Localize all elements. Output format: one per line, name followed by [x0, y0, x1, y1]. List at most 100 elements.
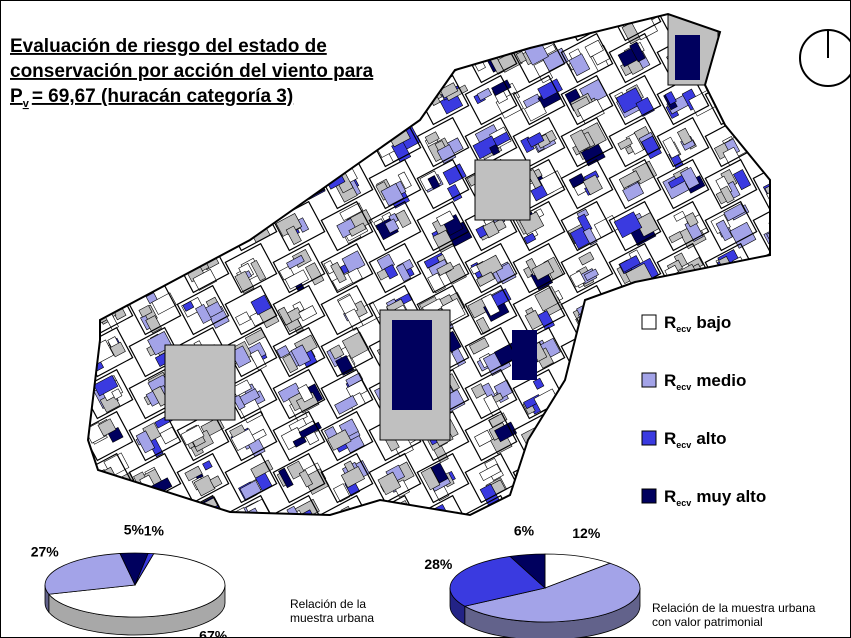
parcel [763, 229, 770, 245]
pie-label: 6% [514, 523, 535, 539]
plaza [474, 159, 531, 221]
block-outline [608, 32, 662, 84]
block-outline [560, 200, 614, 252]
parcel [292, 435, 307, 448]
block [368, 242, 422, 294]
parcel [209, 475, 223, 489]
parcel [111, 388, 123, 400]
block [512, 116, 566, 168]
parcel [195, 303, 212, 324]
block [560, 242, 614, 294]
block-outline [128, 326, 182, 378]
block [464, 284, 518, 336]
block-outline [224, 242, 278, 294]
parcel [97, 418, 117, 437]
block [656, 200, 710, 252]
block-outline [176, 284, 230, 336]
parcel [476, 87, 493, 101]
pie-caption: Relación de la [290, 597, 366, 611]
block [320, 368, 374, 420]
block [464, 452, 518, 506]
legend-subscript: ecv [676, 324, 691, 334]
parcel [479, 463, 502, 482]
pie-caption: muestra urbana [290, 611, 374, 625]
district-outline [86, 12, 771, 517]
parcel [250, 459, 274, 479]
block [464, 368, 518, 420]
pie-slice [44, 553, 136, 595]
parcel [677, 127, 693, 146]
block-outline [464, 284, 518, 336]
block-outline [464, 410, 518, 462]
parcel [232, 394, 246, 411]
parcel [537, 78, 563, 101]
parcel [629, 41, 646, 63]
block-outline [464, 326, 518, 378]
parcel [442, 163, 467, 186]
pie-slice [463, 562, 641, 623]
parcel [569, 270, 586, 288]
block [272, 410, 326, 462]
parcel [135, 430, 156, 454]
block-outline [224, 452, 278, 504]
block [88, 410, 134, 462]
block [320, 284, 381, 336]
pie-label: 5% [124, 522, 145, 538]
parcel [619, 255, 641, 273]
parcel [202, 460, 213, 471]
parcel [447, 184, 463, 202]
parcel [492, 131, 511, 147]
parcel [298, 469, 313, 488]
parcel [482, 220, 500, 239]
block [512, 242, 566, 294]
block [272, 284, 326, 336]
parcel [380, 183, 404, 207]
block-outline [320, 326, 374, 378]
parcel [230, 428, 256, 452]
parcel [515, 51, 527, 64]
block-outline [512, 242, 566, 294]
block-outline [176, 452, 230, 504]
block [416, 116, 470, 168]
block [272, 452, 330, 504]
parcel [182, 300, 195, 312]
parcel [615, 87, 645, 114]
parcel [684, 212, 699, 228]
block [224, 410, 278, 462]
parcel [523, 232, 537, 245]
block [320, 452, 374, 504]
block [560, 158, 614, 210]
block-outline [320, 452, 374, 504]
block-outline [560, 74, 614, 126]
parcel [192, 268, 218, 291]
block-outline [512, 116, 566, 168]
parcel [420, 467, 441, 491]
parcel [436, 261, 455, 276]
block-outline [416, 242, 470, 294]
parcel [534, 285, 561, 312]
block [464, 116, 518, 168]
block-outline [560, 242, 614, 294]
block [656, 158, 710, 210]
legend-swatch [641, 314, 657, 330]
parcel [476, 271, 496, 287]
legend-text: alto [696, 429, 726, 448]
parcel [436, 210, 455, 227]
block [368, 116, 422, 168]
parcel [491, 79, 512, 96]
block-outline [272, 494, 326, 515]
block-outline [272, 326, 326, 378]
legend-swatch [641, 430, 657, 446]
parcel [641, 135, 662, 160]
block-outline [272, 452, 326, 504]
block-outline [272, 242, 326, 294]
parcel [298, 305, 318, 322]
parcel [384, 264, 399, 280]
parcel [617, 137, 633, 150]
block [368, 200, 422, 252]
parcel [278, 467, 294, 489]
block-outline [704, 158, 758, 210]
pie-slice [509, 553, 546, 589]
block-outline [320, 284, 374, 336]
